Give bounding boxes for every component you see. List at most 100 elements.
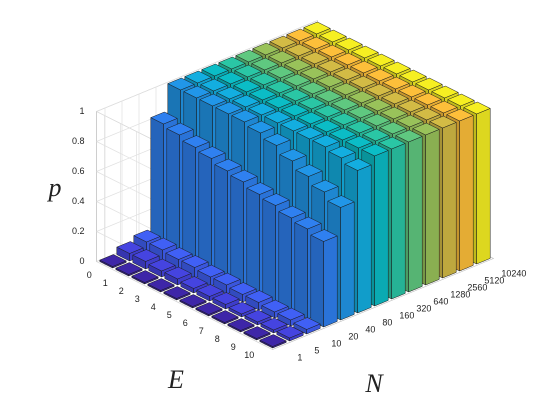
bar-front-face [425, 129, 440, 286]
bar-top-face [251, 57, 279, 71]
bar-left-face [198, 151, 212, 272]
bar-left-face [230, 175, 244, 288]
y-tick-label: 0 [87, 270, 92, 280]
bar-top-face [415, 77, 443, 91]
bar-left-face [166, 128, 180, 256]
bar-top-face [286, 28, 314, 42]
bar-front-face [357, 164, 372, 314]
y-tick-label: 10 [244, 350, 254, 360]
bar-top-face [214, 158, 242, 172]
bar-top-face [429, 115, 457, 129]
bar-top-face [262, 193, 290, 206]
bar-top-face [378, 136, 406, 150]
bar-top-face [381, 91, 409, 105]
bar-top-face [294, 216, 322, 230]
y-tick-label: 9 [231, 342, 236, 352]
bar-top-face [345, 135, 373, 149]
bar-top-face [179, 294, 207, 307]
bar-top-face [277, 307, 305, 321]
bar-top-face [296, 126, 324, 140]
bar-left-face [246, 187, 260, 296]
bar-top-face [233, 79, 261, 93]
bar-top-face [235, 49, 263, 63]
bar-top-face [196, 284, 224, 297]
bar [195, 302, 223, 317]
bar [99, 254, 127, 269]
bar-top-face [166, 122, 194, 136]
bar [243, 326, 271, 341]
bar-top-face [216, 86, 244, 100]
bar-top-face [252, 42, 280, 56]
bar-top-face [148, 258, 176, 272]
bar [147, 278, 175, 293]
bar-front-face [340, 201, 355, 321]
bar-top-face [259, 334, 287, 347]
bar [211, 310, 239, 325]
bar-top-face [250, 72, 278, 86]
bar [163, 286, 191, 301]
bar-top-face [276, 325, 304, 339]
bar-top-face [330, 112, 358, 126]
bar-top-face [350, 60, 378, 74]
bar-top-face [327, 195, 355, 208]
bar-top-face [212, 292, 240, 305]
bar-top-face [397, 99, 425, 113]
bar-top-face [317, 59, 345, 73]
bar [179, 294, 207, 309]
bar-top-face [182, 135, 210, 148]
bar-top-face [379, 121, 407, 135]
y-tick-label: 1 [103, 278, 108, 288]
bar-top-face [183, 85, 211, 99]
bar-top-face [201, 63, 229, 77]
bar-top-face [351, 45, 379, 59]
bar-top-face [297, 111, 325, 125]
bar-top-face [181, 255, 209, 268]
bar-front-face [391, 143, 406, 300]
bar-top-face [165, 247, 193, 260]
bar-top-face [318, 44, 346, 58]
bar-top-face [215, 101, 243, 115]
bar-top-face [316, 74, 344, 88]
bar-top-face [311, 179, 339, 193]
bar [164, 266, 192, 286]
bar-top-face [329, 127, 357, 141]
bar-top-face [265, 95, 293, 109]
bar-top-face [147, 278, 175, 291]
bar [276, 325, 304, 342]
bar-top-face [395, 129, 423, 143]
bar-top-face [362, 128, 390, 142]
bar-top-face [299, 81, 327, 95]
bar-top-face [266, 80, 294, 94]
y-tick-label: 4 [151, 302, 156, 312]
bar-top-face [247, 120, 275, 134]
bar-top-face [383, 61, 411, 75]
bar [260, 317, 288, 334]
bar-top-face [301, 51, 329, 65]
bar [115, 262, 143, 277]
bar-top-face [302, 36, 330, 50]
x-tick-label: 160 [399, 311, 414, 321]
z-tick-label: 0.4 [72, 196, 85, 206]
bar-top-face [234, 64, 262, 78]
bar-top-face [284, 58, 312, 72]
bar-top-face [365, 83, 393, 97]
x-tick-label: 5120 [484, 276, 504, 286]
bar-front-face [374, 150, 389, 307]
bar [228, 301, 256, 318]
bar-top-face [334, 52, 362, 66]
bar-left-face [310, 234, 324, 328]
bar-top-face [361, 143, 389, 157]
bar-top-face [243, 326, 271, 339]
bar [293, 317, 321, 335]
bar-top-face [366, 68, 394, 82]
bar-top-face [332, 82, 360, 96]
bar-top-face [335, 37, 363, 51]
bar-top-face [164, 266, 192, 280]
bar-top-face [310, 229, 338, 242]
bar-top-face [399, 69, 427, 83]
bar [259, 334, 287, 349]
bar-front-face [442, 122, 457, 279]
x-axis-label: N [364, 369, 384, 398]
bar-top-face [382, 76, 410, 90]
bar-top-face [431, 85, 459, 99]
